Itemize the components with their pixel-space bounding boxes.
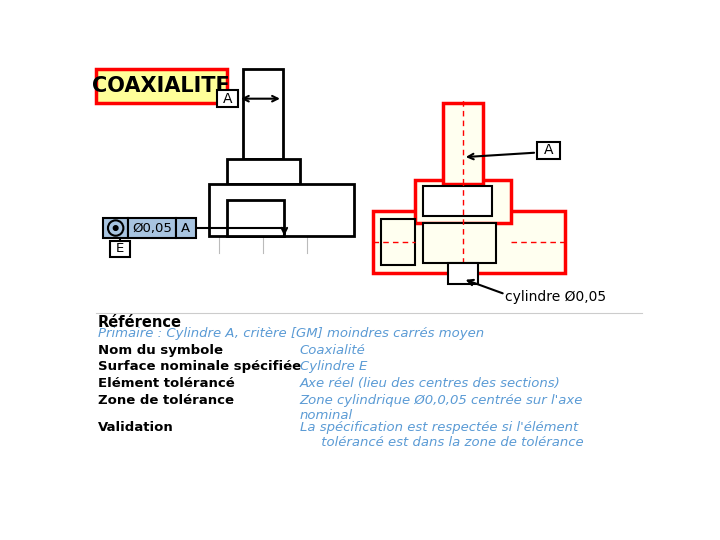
- Bar: [448, 262, 478, 284]
- Bar: [537, 142, 560, 159]
- Text: La spécification est respectée si l'élément
     tolérancé est dans la zone de t: La spécification est respectée si l'élém…: [300, 421, 583, 449]
- Text: A: A: [222, 92, 232, 106]
- Bar: [217, 90, 238, 107]
- Bar: [443, 103, 483, 184]
- Text: A: A: [544, 143, 553, 157]
- Text: Primaire : Cylindre A, critère [GM] moindres carrés moyen: Primaire : Cylindre A, critère [GM] moin…: [98, 327, 484, 340]
- Text: Validation: Validation: [98, 421, 174, 434]
- Circle shape: [113, 226, 118, 231]
- Bar: [381, 219, 415, 265]
- Bar: [281, 184, 354, 236]
- Text: Ø0,05: Ø0,05: [132, 221, 172, 234]
- Text: cylindre Ø0,05: cylindre Ø0,05: [505, 291, 606, 305]
- Text: Cylindre E: Cylindre E: [300, 361, 367, 374]
- Text: Nom du symbole: Nom du symbole: [98, 343, 223, 356]
- Bar: [373, 211, 565, 273]
- Bar: [176, 218, 196, 238]
- Bar: [104, 218, 128, 238]
- Bar: [227, 159, 300, 184]
- Bar: [423, 222, 496, 262]
- Bar: [110, 241, 130, 256]
- Text: Axe réel (lieu des centres des sections): Axe réel (lieu des centres des sections): [300, 377, 560, 390]
- Text: Zone de tolérance: Zone de tolérance: [98, 394, 234, 407]
- Text: E: E: [116, 242, 125, 255]
- Text: Surface nominale spécifiée: Surface nominale spécifiée: [98, 361, 301, 374]
- Text: A: A: [181, 221, 190, 234]
- Bar: [415, 180, 511, 222]
- Bar: [423, 186, 492, 217]
- Bar: [243, 69, 283, 159]
- Text: Elément tolérancé: Elément tolérancé: [98, 377, 235, 390]
- Bar: [128, 218, 176, 238]
- Bar: [209, 184, 354, 236]
- Bar: [227, 200, 284, 236]
- Text: Coaxialité: Coaxialité: [300, 343, 366, 356]
- Text: COAXIALITE: COAXIALITE: [92, 76, 230, 96]
- Text: Référence: Référence: [98, 315, 182, 330]
- Text: Zone cylindrique Ø0,0,05 centrée sur l'axe
nominal: Zone cylindrique Ø0,0,05 centrée sur l'a…: [300, 394, 583, 422]
- Bar: [96, 70, 227, 103]
